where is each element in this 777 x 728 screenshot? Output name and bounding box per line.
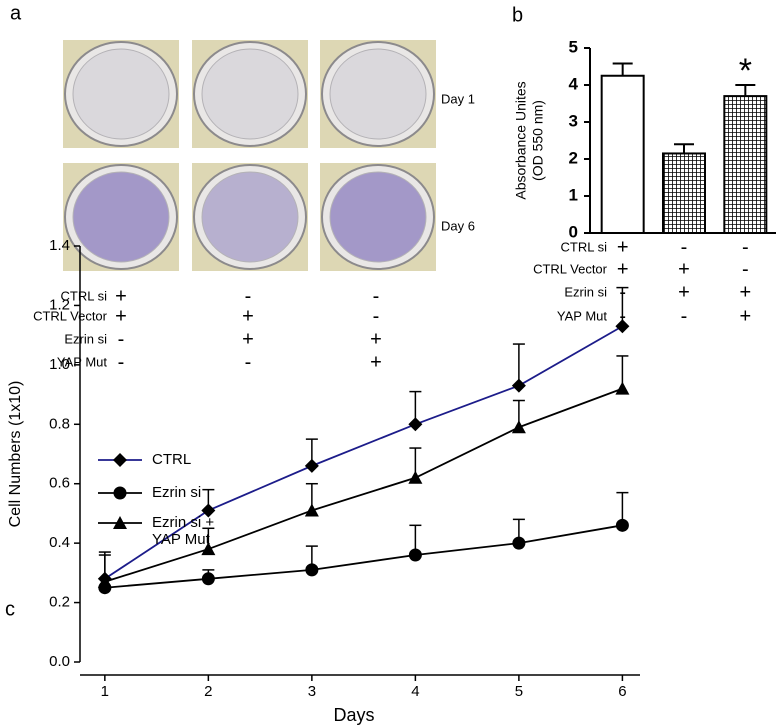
y-tick-label: 0.0 bbox=[49, 653, 70, 670]
data-point bbox=[615, 518, 629, 532]
condition-sign: + bbox=[370, 351, 382, 373]
condition-sign: + bbox=[739, 281, 751, 303]
condition-sign: + bbox=[739, 305, 751, 327]
condition-sign: + bbox=[678, 281, 690, 303]
y-tick-label: 2 bbox=[569, 148, 578, 167]
dish-well bbox=[72, 171, 170, 263]
condition-sign: + bbox=[678, 258, 690, 280]
y-tick-label: 1.4 bbox=[49, 237, 70, 254]
y-tick-label: 0.4 bbox=[49, 534, 70, 551]
day-label: Day 1 bbox=[441, 91, 475, 106]
condition-sign: + bbox=[242, 328, 254, 350]
y-tick-label: 1 bbox=[569, 185, 578, 204]
y-tick-label: 0.6 bbox=[49, 475, 70, 492]
bar bbox=[600, 74, 645, 234]
condition-label: YAP Mut bbox=[557, 308, 607, 323]
y-tick-label: 4 bbox=[569, 74, 579, 93]
data-point bbox=[512, 536, 526, 550]
condition-sign: - bbox=[245, 351, 252, 373]
data-point bbox=[304, 458, 319, 473]
x-tick-label: 4 bbox=[411, 683, 419, 700]
dish-well bbox=[201, 171, 299, 263]
x-tick-label: 1 bbox=[101, 683, 109, 700]
condition-sign: - bbox=[681, 305, 688, 327]
x-axis-title: Days bbox=[333, 705, 374, 725]
data-point bbox=[615, 381, 630, 395]
panel-label: a bbox=[10, 2, 22, 24]
condition-label: Ezrin si bbox=[564, 284, 607, 299]
dish-well bbox=[201, 48, 299, 140]
x-tick-label: 5 bbox=[515, 683, 523, 700]
data-point bbox=[408, 470, 423, 484]
panel-label: c bbox=[5, 598, 15, 620]
condition-sign: - bbox=[742, 236, 749, 258]
y-axis-title: (OD 550 nm) bbox=[530, 100, 546, 181]
condition-label: YAP Mut bbox=[57, 354, 107, 369]
condition-sign: - bbox=[681, 236, 688, 258]
x-tick-label: 2 bbox=[204, 683, 212, 700]
y-tick-label: 3 bbox=[569, 111, 578, 130]
condition-sign: + bbox=[617, 258, 629, 280]
condition-label: CTRL Vector bbox=[33, 308, 108, 323]
y-axis-title: Absorbance Unites bbox=[513, 81, 529, 199]
condition-label: Ezrin si bbox=[64, 331, 107, 346]
data-point bbox=[615, 319, 630, 334]
condition-sign: - bbox=[742, 258, 749, 280]
condition-label: CTRL si bbox=[61, 288, 108, 303]
dish-well bbox=[329, 48, 427, 140]
bar bbox=[723, 95, 768, 234]
legend-label: Ezrin si + YAP Mut bbox=[152, 514, 215, 548]
y-axis-title: Cell Numbers (1x10) bbox=[7, 381, 24, 528]
data-point bbox=[201, 572, 215, 586]
series-line bbox=[104, 387, 623, 583]
annotation: * bbox=[739, 52, 752, 90]
condition-label: CTRL Vector bbox=[533, 261, 608, 276]
legend-marker bbox=[113, 486, 127, 500]
y-tick-label: 0 bbox=[569, 222, 578, 241]
y-tick-label: 0.8 bbox=[49, 415, 70, 432]
dish-well bbox=[72, 48, 170, 140]
data-point bbox=[201, 542, 216, 556]
panel-label: b bbox=[512, 4, 523, 26]
condition-sign: - bbox=[373, 305, 380, 327]
data-point bbox=[201, 503, 216, 518]
data-point bbox=[408, 417, 423, 432]
condition-sign: - bbox=[118, 328, 125, 350]
data-point bbox=[511, 420, 526, 434]
condition-sign: + bbox=[617, 236, 629, 258]
x-tick-label: 3 bbox=[308, 683, 316, 700]
data-point bbox=[305, 563, 319, 577]
data-point bbox=[511, 378, 526, 393]
legend-marker bbox=[113, 516, 127, 529]
y-tick-label: 1.0 bbox=[49, 356, 70, 373]
data-point bbox=[97, 574, 112, 588]
y-tick-label: 5 bbox=[569, 37, 578, 56]
data-point bbox=[304, 503, 319, 517]
legend-label: Ezrin si bbox=[152, 484, 202, 501]
bar bbox=[662, 152, 706, 234]
y-tick-label: 0.2 bbox=[49, 594, 70, 611]
legend-marker bbox=[113, 453, 127, 467]
data-point bbox=[408, 548, 422, 562]
legend-label: CTRL bbox=[152, 451, 192, 468]
series-line bbox=[104, 325, 623, 580]
condition-sign: - bbox=[118, 351, 125, 373]
y-tick-label: 1.2 bbox=[49, 296, 70, 313]
day-label: Day 6 bbox=[441, 218, 475, 233]
x-tick-label: 6 bbox=[618, 683, 626, 700]
series-line bbox=[104, 524, 623, 589]
condition-label: CTRL si bbox=[561, 239, 608, 254]
condition-sign: - bbox=[245, 285, 252, 307]
condition-sign: + bbox=[115, 305, 127, 327]
condition-sign: - bbox=[373, 285, 380, 307]
dish-well bbox=[329, 171, 427, 263]
condition-sign: + bbox=[115, 285, 127, 307]
condition-sign: + bbox=[242, 305, 254, 327]
condition-sign: + bbox=[370, 328, 382, 350]
